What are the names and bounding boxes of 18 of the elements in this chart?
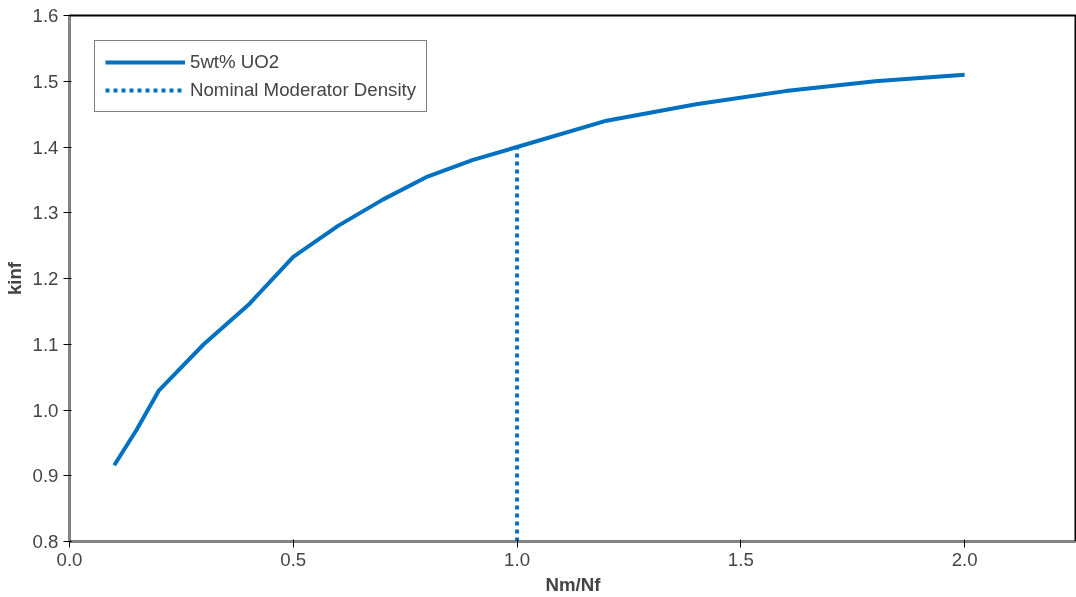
y-tick-label: 1.3 — [32, 202, 59, 224]
x-axis-title: Nm/Nf — [545, 573, 602, 595]
y-tick-label: 0.9 — [32, 465, 59, 487]
legend-label: Nominal Moderator Density — [190, 79, 417, 101]
x-tick-label: 1.0 — [504, 548, 531, 570]
y-tick-label: 1.2 — [32, 268, 59, 289]
y-tick-label: 1.4 — [32, 136, 59, 158]
y-tick-label: 1.5 — [32, 70, 59, 92]
y-tick-label: 0.8 — [32, 531, 59, 552]
y-tick-label: 1.0 — [32, 399, 59, 421]
legend-label: 5wt% UO2 — [190, 51, 280, 73]
x-tick-label: 0.5 — [280, 548, 307, 570]
y-axis-title: kinf — [3, 261, 25, 296]
x-tick-label: 1.5 — [727, 548, 754, 570]
y-tick-label: 1.6 — [32, 5, 59, 26]
y-tick-label: 1.1 — [32, 333, 59, 355]
x-tick-label: 0.0 — [56, 548, 83, 570]
x-tick-label: 2.0 — [951, 548, 978, 570]
